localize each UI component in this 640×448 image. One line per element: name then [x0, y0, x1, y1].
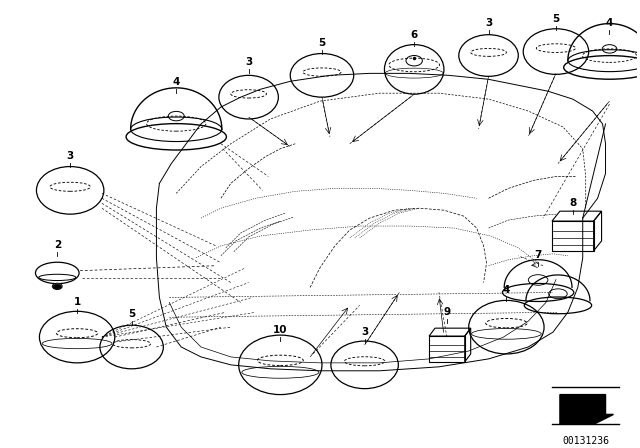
Text: 3: 3 — [361, 327, 368, 337]
Text: 7: 7 — [534, 250, 542, 260]
Text: 6: 6 — [411, 30, 418, 40]
Text: 8: 8 — [569, 198, 577, 208]
Text: 4: 4 — [502, 285, 510, 295]
Text: 4: 4 — [173, 77, 180, 87]
Text: 5: 5 — [552, 14, 559, 24]
Ellipse shape — [52, 283, 62, 289]
Text: 3: 3 — [485, 18, 492, 28]
Ellipse shape — [53, 284, 61, 289]
Text: 3: 3 — [67, 151, 74, 161]
Text: 5: 5 — [318, 38, 326, 47]
Text: 9: 9 — [444, 307, 451, 317]
Text: 5: 5 — [128, 309, 135, 319]
Polygon shape — [560, 395, 614, 424]
Text: 2: 2 — [54, 240, 61, 250]
Text: 4: 4 — [606, 18, 613, 28]
Text: 1: 1 — [74, 297, 81, 307]
Text: 3: 3 — [245, 57, 252, 67]
Bar — [429, 336, 465, 362]
Bar — [552, 221, 594, 251]
Text: 10: 10 — [273, 325, 287, 335]
Text: 00131236: 00131236 — [562, 436, 609, 446]
